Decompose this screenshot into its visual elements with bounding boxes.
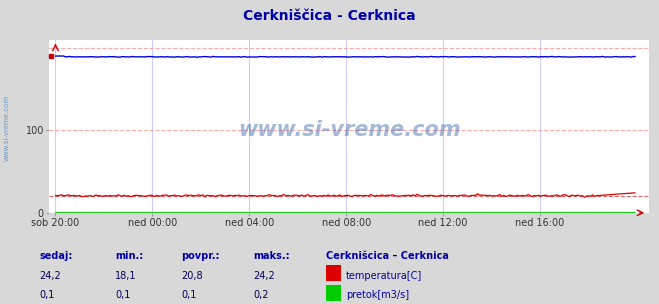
Text: Cerkniščica - Cerknica: Cerkniščica - Cerknica	[243, 9, 416, 23]
Text: Cerknišcica – Cerknica: Cerknišcica – Cerknica	[326, 251, 449, 261]
Text: maks.:: maks.:	[254, 251, 291, 261]
Text: 0,2: 0,2	[254, 290, 270, 300]
Text: 24,2: 24,2	[40, 271, 61, 281]
Text: 20,8: 20,8	[181, 271, 203, 281]
Text: povpr.:: povpr.:	[181, 251, 219, 261]
Text: 0,1: 0,1	[40, 290, 55, 300]
Text: temperatura[C]: temperatura[C]	[346, 271, 422, 281]
Text: min.:: min.:	[115, 251, 144, 261]
Text: 0,1: 0,1	[181, 290, 196, 300]
Text: www.si-vreme.com: www.si-vreme.com	[238, 120, 461, 140]
Text: 0,1: 0,1	[115, 290, 130, 300]
Text: pretok[m3/s]: pretok[m3/s]	[346, 290, 409, 300]
Text: 18,1: 18,1	[115, 271, 137, 281]
Text: sedaj:: sedaj:	[40, 251, 73, 261]
Text: 24,2: 24,2	[254, 271, 275, 281]
Text: www.si-vreme.com: www.si-vreme.com	[3, 95, 10, 161]
